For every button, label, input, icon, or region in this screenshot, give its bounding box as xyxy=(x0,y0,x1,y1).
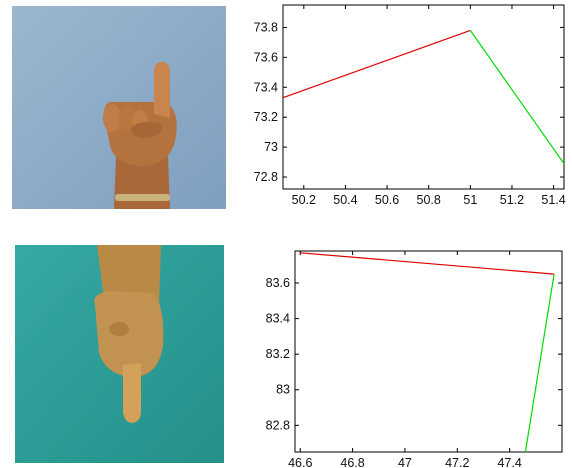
top-series-line-2 xyxy=(469,30,565,164)
top-x-tick-label: 50.2 xyxy=(292,193,316,207)
bottom-y-tick-label: 83.6 xyxy=(266,276,290,290)
top-y-tick-label: 73.6 xyxy=(254,50,278,64)
top-x-tick-label: 51.4 xyxy=(541,193,565,207)
top-y-tick-label: 73.8 xyxy=(254,20,278,34)
hand-up-image xyxy=(12,6,226,209)
top-x-tick-label: 51 xyxy=(463,193,477,207)
bottom-x-tick-label: 47 xyxy=(398,456,412,468)
bottom-y-tick-label: 83.2 xyxy=(266,347,290,361)
top-plot-frame xyxy=(282,4,565,190)
bottom-series-line-1 xyxy=(300,252,555,275)
top-y-tick-label: 73 xyxy=(264,140,278,154)
bottom-y-tick-label: 83 xyxy=(276,383,290,397)
hand-photo-top xyxy=(12,6,226,209)
top-y-tick-label: 72.8 xyxy=(254,170,278,184)
bottom-x-tick-label: 46.6 xyxy=(288,456,312,468)
bottom-series-line-2 xyxy=(524,274,555,453)
top-y-tick-label: 73.2 xyxy=(254,110,278,124)
bottom-plot-frame xyxy=(294,250,563,453)
hand-photo-bottom xyxy=(15,245,224,463)
hand-down-image xyxy=(15,245,224,463)
bottom-y-tick-label: 82.8 xyxy=(266,418,290,432)
top-y-tick-label: 73.4 xyxy=(254,80,278,94)
bottom-y-tick-label: 83.4 xyxy=(266,312,290,326)
top-x-tick-label: 50.6 xyxy=(375,193,399,207)
top-x-tick-label: 51.2 xyxy=(500,193,524,207)
bottom-x-tick-label: 47.2 xyxy=(445,456,469,468)
top-x-tick-label: 50.4 xyxy=(333,193,357,207)
top-x-tick-label: 50.8 xyxy=(417,193,441,207)
bottom-x-tick-label: 46.8 xyxy=(340,456,364,468)
top-series-line-1 xyxy=(282,29,471,99)
bottom-x-tick-label: 47.4 xyxy=(497,456,521,468)
